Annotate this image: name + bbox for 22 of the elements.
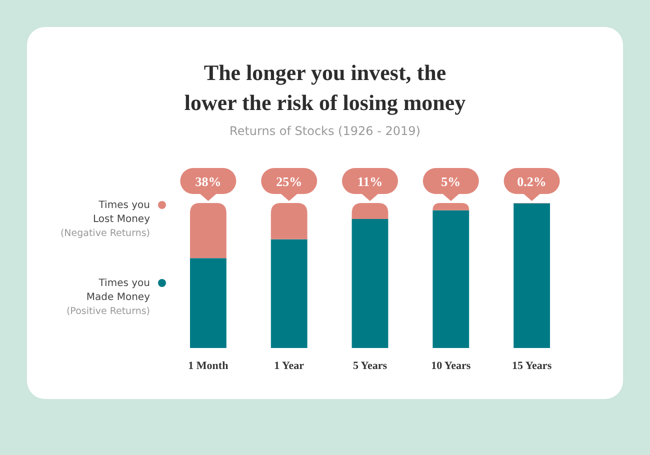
x-tick-label: 1 Month bbox=[188, 360, 228, 372]
chart-title: The longer you invest, the lower the risk of losing money bbox=[184, 60, 466, 115]
x-tick-label: 15 Years bbox=[512, 360, 552, 372]
legend-label: Times you Lost Money (Negative Returns) bbox=[60, 200, 150, 239]
chart-subtitle: Returns of Stocks (1926 - 2019) bbox=[230, 124, 420, 138]
data-label: 38% bbox=[195, 174, 222, 189]
bar bbox=[190, 258, 226, 348]
data-label: 5% bbox=[441, 174, 461, 189]
bar bbox=[352, 203, 388, 219]
x-tick-label: 10 Years bbox=[431, 360, 472, 372]
x-tick-label: 5 Years bbox=[352, 360, 388, 372]
legend-label: Times you Made Money (Positive Returns) bbox=[66, 278, 150, 317]
data-label: 11% bbox=[357, 174, 383, 189]
x-tick-label: 1 Year bbox=[274, 360, 304, 372]
data-label: 25% bbox=[276, 174, 302, 189]
bar bbox=[514, 203, 550, 348]
bar bbox=[270, 203, 308, 240]
bar bbox=[432, 210, 470, 348]
bar bbox=[190, 203, 226, 258]
bar bbox=[352, 218, 388, 348]
data-label: 0.2% bbox=[517, 174, 546, 189]
bar bbox=[270, 239, 308, 348]
